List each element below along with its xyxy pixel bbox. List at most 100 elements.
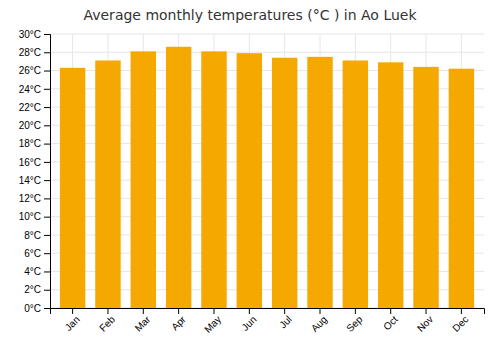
tick: Jan — [63, 308, 82, 333]
tick: Apr — [169, 308, 188, 332]
tick-mark — [249, 308, 250, 314]
tick: Aug — [309, 308, 329, 334]
tick: Nov — [415, 308, 435, 334]
title: Average monthly temperatures (°C ) in Ao… — [83, 7, 417, 23]
tick-label: Dec — [450, 314, 470, 334]
axis-line — [51, 309, 485, 315]
tick: Feb — [97, 308, 117, 334]
tick-mark — [143, 308, 144, 314]
tick-label: 26°C — [19, 65, 41, 76]
tick-label: 18°C — [19, 138, 41, 149]
tick: Dec — [450, 308, 470, 334]
tick-label: Apr — [169, 313, 188, 332]
tick-label: Mar — [133, 313, 153, 333]
tick-label: 16°C — [19, 157, 41, 168]
tick: 2°C — [24, 284, 50, 295]
x-axis: Jan Feb Mar Apr May Jun Jul Aug Sep Oct Nov Dec — [51, 308, 485, 335]
tick-label: Jun — [239, 314, 258, 333]
tick: Jun — [239, 308, 258, 333]
tick: 26°C — [19, 65, 50, 76]
tick-label: May — [202, 314, 223, 335]
tick-mark — [44, 180, 50, 181]
tick: 8°C — [24, 230, 50, 241]
tick-mark — [213, 308, 214, 314]
tick-mark — [44, 162, 50, 163]
tick-label: Aug — [309, 314, 329, 334]
tick-mark — [72, 308, 73, 314]
tick: 30°C — [19, 29, 50, 40]
tick-mark — [44, 235, 50, 236]
tick-mark — [44, 308, 50, 309]
tick-mark — [44, 125, 50, 126]
tick: 0°C — [24, 303, 50, 314]
tick: 12°C — [19, 193, 50, 204]
tick-mark — [44, 290, 50, 291]
tick-mark — [355, 308, 356, 314]
y-axis: 0°C 2°C 4°C 6°C 8°C 10°C 12°C 14°C 16°C 18°C 20°C 2… — [19, 29, 51, 314]
tick-label: Oct — [381, 314, 400, 333]
bar — [272, 58, 297, 308]
tick: Oct — [381, 308, 400, 332]
bar — [449, 69, 474, 308]
bar — [343, 60, 368, 308]
tick-label: 22°C — [19, 102, 41, 113]
grid-line — [50, 34, 484, 35]
tick-mark — [461, 308, 462, 314]
tick-label: 14°C — [19, 175, 41, 186]
grid — [50, 34, 484, 308]
tick-label: 10°C — [19, 211, 41, 222]
tick-mark — [44, 144, 50, 145]
grid-line — [50, 52, 484, 53]
tick-mark — [44, 89, 50, 90]
tick-label: Sep — [344, 313, 365, 334]
tick-mark — [44, 271, 50, 272]
tick-label: 24°C — [19, 84, 41, 95]
chart: 0°C 2°C 4°C 6°C 8°C 10°C 12°C 14°C 16°C 18°C 20°C 2… — [0, 0, 500, 350]
tick-mark — [44, 198, 50, 199]
tick-label: 4°C — [24, 266, 41, 277]
tick-label: 6°C — [24, 248, 41, 259]
plot-area: 0°C 2°C 4°C 6°C 8°C 10°C 12°C 14°C 16°C 18°C 20°C 2… — [19, 29, 485, 335]
tick: 22°C — [19, 102, 50, 113]
bar — [237, 53, 262, 308]
tick-label: 30°C — [19, 29, 41, 40]
tick: 24°C — [19, 84, 50, 95]
tick: 6°C — [24, 248, 50, 259]
bar — [201, 51, 226, 308]
tick-mark — [44, 107, 50, 108]
tick-mark — [426, 308, 427, 314]
tick-label: 2°C — [24, 284, 41, 295]
tick: Jul — [277, 308, 294, 330]
tick-mark — [44, 253, 50, 254]
tick-label: Nov — [415, 314, 435, 334]
bar — [131, 51, 156, 308]
tick: 10°C — [19, 211, 50, 222]
bars — [60, 47, 474, 308]
bar — [307, 57, 332, 308]
tick: 16°C — [19, 157, 50, 168]
tick-label: 12°C — [19, 193, 41, 204]
tick-label: 28°C — [19, 47, 41, 58]
tick-mark — [44, 217, 50, 218]
tick-mark — [284, 308, 285, 314]
tick: Sep — [344, 308, 365, 334]
tick-label: Feb — [97, 313, 117, 333]
tick-mark — [178, 308, 179, 314]
tick-mark — [107, 308, 108, 314]
tick-mark — [320, 308, 321, 314]
tick-mark — [44, 52, 50, 53]
tick-mark — [44, 71, 50, 72]
tick: 4°C — [24, 266, 50, 277]
tick-label: 0°C — [24, 303, 41, 314]
tick: 14°C — [19, 175, 50, 186]
bar — [378, 62, 403, 308]
bar — [95, 60, 120, 308]
tick-label: 20°C — [19, 120, 41, 131]
tick-mark — [390, 308, 391, 314]
tick: 18°C — [19, 138, 50, 149]
tick: 20°C — [19, 120, 50, 131]
axis-line — [44, 35, 51, 309]
tick-label: 8°C — [24, 230, 41, 241]
tick-label: Jul — [277, 314, 294, 331]
bar — [166, 47, 191, 308]
